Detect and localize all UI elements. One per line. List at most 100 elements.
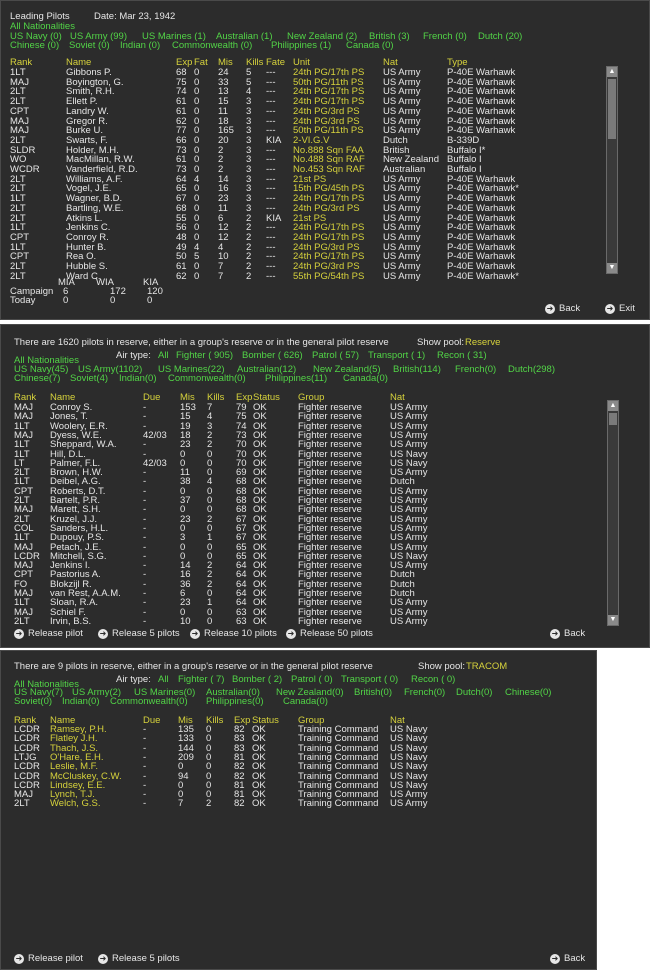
- column-header-0[interactable]: Rank: [14, 715, 37, 726]
- filter-nationality-3[interactable]: Commonwealth (0): [172, 40, 253, 51]
- column-header-4[interactable]: Kills: [207, 392, 225, 403]
- column-header-5[interactable]: Exp: [236, 392, 253, 403]
- column-header-8[interactable]: Nat: [390, 715, 405, 726]
- column-header-1[interactable]: Name: [50, 392, 76, 403]
- scroll-thumb[interactable]: [608, 79, 616, 139]
- table-row[interactable]: CPT Landry W. 61 0 11 3 --- 24th PG/3rd PS US Ar…: [0, 106, 650, 117]
- release-pilot-button[interactable]: ➜ Release pilot: [14, 953, 83, 964]
- column-header-8[interactable]: Nat: [383, 57, 398, 68]
- table-row[interactable]: MAJ Jenkins I. - 14 2 64 OK Fighter reserve US A…: [0, 561, 650, 571]
- column-header-0[interactable]: Rank: [14, 392, 37, 403]
- filter-nationality-4[interactable]: Philippines (1): [271, 40, 332, 51]
- column-header-7[interactable]: Group: [298, 715, 325, 726]
- column-header-4[interactable]: Kills: [206, 715, 224, 726]
- table-row[interactable]: WO MacMillan, R.W. 61 0 2 3 --- No.488 Sqn RAF N…: [0, 155, 650, 165]
- filter-nationality-0[interactable]: Soviet(0): [14, 696, 53, 707]
- show-pool-value[interactable]: Reserve: [465, 337, 501, 348]
- table-row[interactable]: MAJ van Rest, A.A.M. - 6 0 64 OK Fighter reserv…: [0, 589, 650, 599]
- column-header-1[interactable]: Name: [50, 715, 76, 726]
- filter-nationality-3[interactable]: Australian (1): [216, 31, 273, 42]
- show-pool-value[interactable]: TRACOM: [466, 661, 508, 672]
- table-row[interactable]: 1LT Dupouy, P.S. - 3 1 67 OK Fighter reserve US …: [0, 533, 650, 543]
- filter-nationality-0[interactable]: Chinese (0): [10, 40, 60, 51]
- filter-nationality-4[interactable]: New Zealand (2): [287, 31, 358, 42]
- table-row[interactable]: 2LT Welch, G.S. - 7 2 82 OK Training Command US …: [0, 799, 597, 809]
- scroll-thumb[interactable]: [609, 413, 617, 425]
- filter-nationality-4[interactable]: Canada(0): [283, 696, 328, 707]
- filter-nationality-7[interactable]: Dutch(298): [508, 364, 555, 375]
- scroll-down-icon[interactable]: ▼: [607, 263, 617, 273]
- filter-air-type-3[interactable]: Patrol ( 0): [291, 674, 333, 685]
- release-5-pilots-button[interactable]: ➜ Release 5 pilots: [98, 628, 180, 639]
- column-header-5[interactable]: Exp: [234, 715, 251, 726]
- filter-nationality-2[interactable]: Indian(0): [119, 373, 157, 384]
- filter-air-type-5[interactable]: Recon ( 31): [437, 350, 487, 361]
- filter-nationality-1[interactable]: Indian(0): [62, 696, 100, 707]
- column-header-4[interactable]: Mis: [218, 57, 233, 68]
- filter-nationality-5[interactable]: Canada (0): [346, 40, 394, 51]
- column-header-6[interactable]: Fate: [266, 57, 286, 68]
- table-row[interactable]: 1LT Woolery, E.R. - 19 3 74 OK Fighter reserve U…: [0, 421, 650, 432]
- table-row[interactable]: MAJ Schiel F. - 0 0 63 OK Fighter reserve US Arm…: [0, 607, 650, 618]
- scroll-up-icon[interactable]: ▲: [607, 67, 617, 77]
- column-header-8[interactable]: Nat: [390, 392, 405, 403]
- table-row[interactable]: LCDR Ramsey, P.H. - 135 0 82 OK Training Comman…: [0, 725, 597, 735]
- table-row[interactable]: 2LT Hubble S. 61 0 7 2 --- 24th PG/3rd PS US Arm…: [0, 262, 650, 272]
- table-row[interactable]: MAJ Jones, T. - 15 4 75 OK Fighter reserve US Ar…: [0, 412, 650, 422]
- column-header-1[interactable]: Name: [66, 57, 92, 68]
- filter-nationality-7[interactable]: Dutch (20): [478, 31, 523, 42]
- release-pilot-button[interactable]: ➜ Release pilot: [14, 628, 83, 639]
- filter-air-type-4[interactable]: Transport ( 1): [368, 350, 426, 361]
- table-row[interactable]: 1LT Sloan, R.A. - 23 1 64 OK Fighter reserve US …: [0, 598, 650, 608]
- table-row[interactable]: 2LT Brown, H.W. - 11 0 69 OK Fighter reserve US …: [0, 468, 650, 478]
- table-row[interactable]: MAJ Petach, J.E. - 0 0 65 OK Fighter reserve US …: [0, 542, 650, 553]
- back-button[interactable]: ➜ Back: [545, 303, 581, 314]
- filter-nationality-6[interactable]: French(0): [455, 364, 497, 375]
- release-10-pilots-button[interactable]: ➜ Release 10 pilots: [190, 628, 277, 639]
- filter-nationality-4[interactable]: New Zealand(5): [313, 364, 381, 375]
- table-row[interactable]: MAJ Gregor R. 62 0 18 3 --- 24th PG/3rd PS US Ar…: [0, 116, 650, 127]
- table-row[interactable]: LCDR Mitchell, S.G. - 0 0 65 OK Fighter reserve…: [0, 551, 650, 562]
- table-row[interactable]: 2LT Swarts, F. 66 0 20 3 KIA 2-VI.G.V Dutch B-339…: [0, 135, 650, 146]
- filter-air-type-0[interactable]: All: [158, 674, 169, 685]
- table-row[interactable]: 1LT Deibel, A.G. - 38 4 68 OK Fighter reserve Du…: [0, 477, 650, 487]
- table-row[interactable]: LCDR Leslie, M.F. - 0 0 82 OK Training Command U…: [0, 762, 597, 772]
- filter-nationality-1[interactable]: Soviet (0): [69, 40, 110, 51]
- table-row[interactable]: 1LT Hill, D.L. - 0 0 70 OK Fighter reserve US Na…: [0, 449, 650, 460]
- table-row[interactable]: CPT Pastorius A. - 16 2 64 OK Fighter reserve Du…: [0, 570, 650, 580]
- table-row[interactable]: LCDR Thach, J.S. - 144 0 83 OK Training Command…: [0, 743, 597, 754]
- exit-button[interactable]: ➜ Exit: [605, 303, 635, 314]
- filter-air-type-0[interactable]: All: [158, 350, 169, 361]
- table-row[interactable]: 1LT Hunter B. 49 4 4 2 --- 24th PG/3rd PS US Arm…: [0, 242, 650, 253]
- filter-all-nationalities[interactable]: All Nationalities: [14, 679, 79, 690]
- filter-nationality-2[interactable]: US Marines(22): [158, 364, 225, 375]
- filter-nationality-2[interactable]: US Marines (1): [142, 31, 206, 42]
- table-row[interactable]: 2LT Atkins L. 55 0 6 2 KIA 21st PS US Army P-40E …: [0, 213, 650, 224]
- table-row[interactable]: 2LT Bartelt, P.R. - 37 0 68 OK Fighter reserve U…: [0, 496, 650, 506]
- table-row[interactable]: 1LT Sheppard, W.A. - 23 2 70 OK Fighter reserve…: [0, 440, 650, 450]
- table-row[interactable]: LCDR McCluskey, C.W. - 94 0 82 OK Training Comm…: [0, 771, 597, 782]
- column-header-6[interactable]: Status: [252, 715, 279, 726]
- filter-air-type-4[interactable]: Transport ( 0): [341, 674, 399, 685]
- filter-nationality-2[interactable]: US Marines(0): [134, 687, 196, 698]
- table-row[interactable]: LCDR Flatley J.H. - 133 0 83 OK Training Comman…: [0, 734, 597, 744]
- filter-nationality-0[interactable]: Chinese(7): [14, 373, 61, 384]
- filter-nationality-1[interactable]: US Army (99): [70, 31, 128, 42]
- scroll-up-icon[interactable]: ▲: [608, 401, 618, 411]
- table-row[interactable]: MAJ Lynch, T.J. - 0 0 81 OK Training Command US …: [0, 790, 597, 800]
- filter-nationality-4[interactable]: New Zealand(0): [276, 687, 344, 698]
- filter-air-type-3[interactable]: Patrol ( 57): [312, 350, 359, 361]
- release-50-pilots-button[interactable]: ➜ Release 50 pilots: [286, 628, 373, 639]
- table-row[interactable]: 2LT Williams, A.F. 64 4 14 3 --- 21st PS US Army…: [0, 174, 650, 185]
- filter-nationality-5[interactable]: British(114): [393, 364, 441, 375]
- table-row[interactable]: MAJ Boyington, G. 75 0 33 5 --- 50th PG/11th PS…: [0, 77, 650, 88]
- filter-nationality-3[interactable]: Australian(0): [206, 687, 260, 698]
- table-row[interactable]: MAJ Dyess, W.E. 42/03 18 2 73 OK Fighter reserv…: [0, 430, 650, 441]
- table-row[interactable]: 1LT Wagner, B.D. 67 0 23 3 --- 24th PG/17th PS U…: [0, 194, 650, 204]
- filter-nationality-2[interactable]: Commonwealth(0): [110, 696, 188, 707]
- table-row[interactable]: LTJG O'Hare, E.H. - 209 0 81 OK Training Comman…: [0, 752, 597, 763]
- table-row[interactable]: 1LT Gibbons P. 68 0 24 5 --- 24th PG/17th PS US …: [0, 68, 650, 78]
- filter-all-nationalities[interactable]: All Nationalities: [14, 355, 79, 366]
- column-header-7[interactable]: Unit: [293, 57, 310, 68]
- filter-nationality-3[interactable]: Commonwealth(0): [168, 373, 246, 384]
